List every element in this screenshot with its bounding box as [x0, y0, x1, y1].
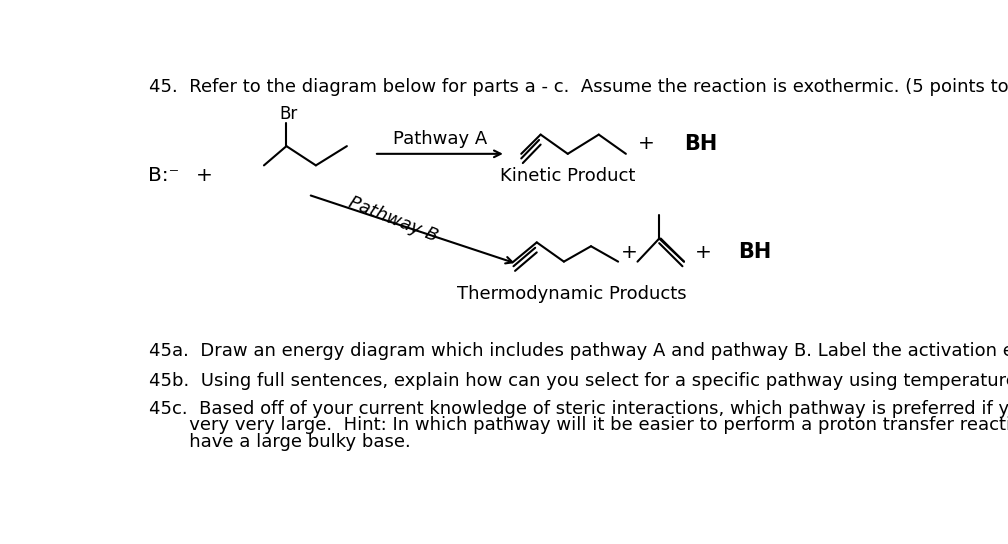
Text: BH: BH	[738, 243, 771, 262]
Text: 45a.  Draw an energy diagram which includes pathway A and pathway B. Label the a: 45a. Draw an energy diagram which includ…	[149, 343, 1008, 361]
Text: Kinetic Product: Kinetic Product	[500, 167, 635, 185]
Text: Pathway A: Pathway A	[393, 129, 487, 147]
Text: B:⁻: B:⁻	[148, 166, 179, 185]
Text: 45.  Refer to the diagram below for parts a - c.  Assume the reaction is exother: 45. Refer to the diagram below for parts…	[149, 78, 1008, 96]
Text: have a large bulky base.: have a large bulky base.	[149, 432, 411, 450]
Text: +: +	[695, 243, 712, 262]
Text: +: +	[196, 166, 213, 185]
Text: Thermodynamic Products: Thermodynamic Products	[457, 285, 686, 302]
Text: Br: Br	[279, 105, 297, 123]
Text: 45c.  Based off of your current knowledge of steric interactions, which pathway : 45c. Based off of your current knowledge…	[149, 400, 1008, 418]
Text: BH: BH	[684, 134, 718, 154]
Text: Pathway B: Pathway B	[346, 193, 440, 245]
Text: 45b.  Using full sentences, explain how can you select for a specific pathway us: 45b. Using full sentences, explain how c…	[149, 372, 1008, 390]
Text: very very large.  Hint: In which pathway will it be easier to perform a proton t: very very large. Hint: In which pathway …	[149, 416, 1008, 435]
Text: +: +	[638, 134, 655, 153]
Text: +: +	[621, 243, 638, 262]
